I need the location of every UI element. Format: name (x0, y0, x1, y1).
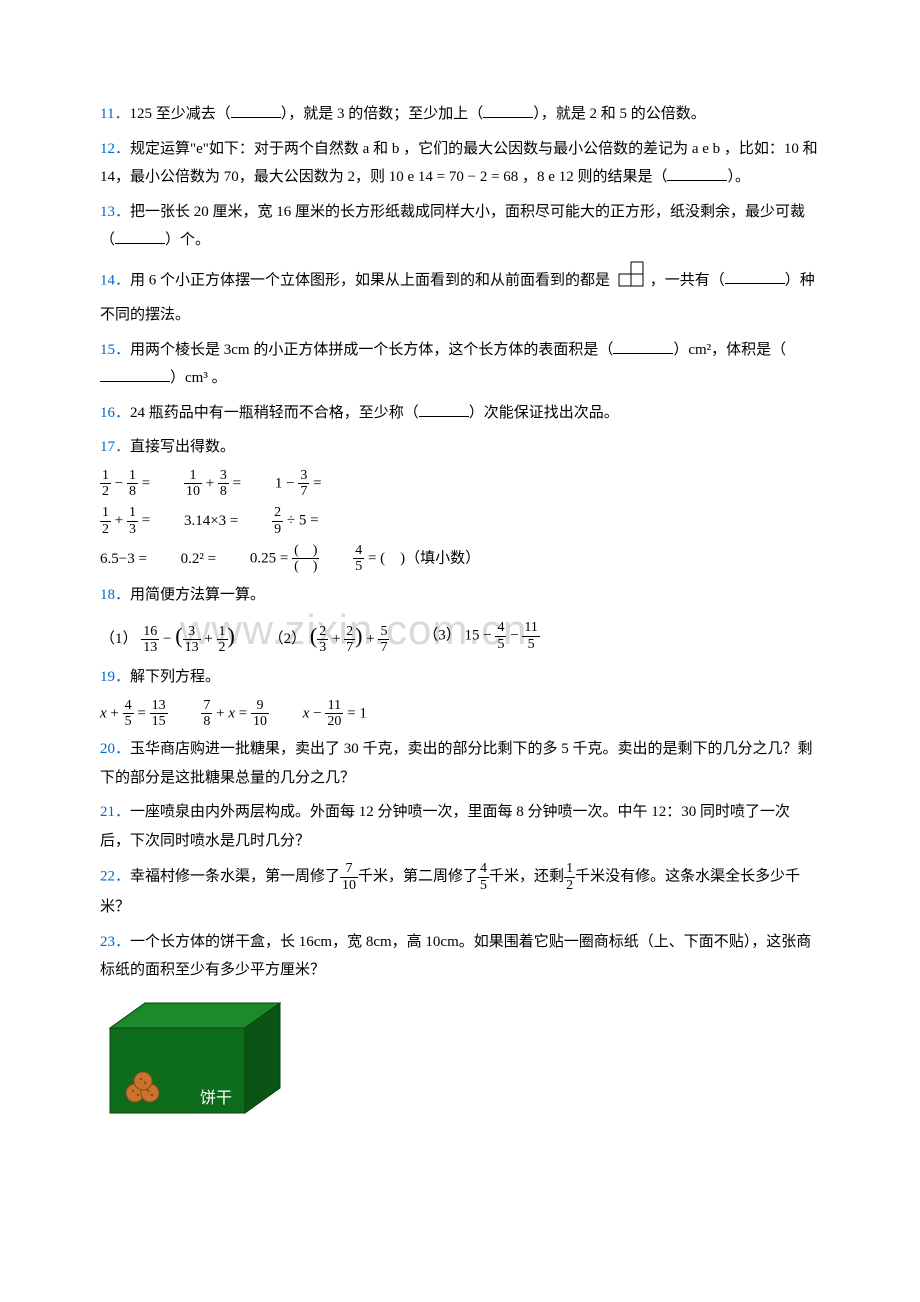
q12: 12．规定运算"e"如下：对于两个自然数 a 和 b ，它们的最大公因数与最小公… (100, 135, 820, 192)
blank (613, 337, 673, 354)
q20: 20．玉华商店购进一批糖果，卖出了 30 千克，卖出的部分比剩下的多 5 千克。… (100, 735, 820, 792)
q12-t2: ）。 (727, 169, 750, 185)
blank (483, 102, 533, 119)
q15-t2: ）cm²，体积是（ (673, 342, 786, 358)
q16-t2: ）次能保证找出次品。 (469, 405, 619, 421)
content: 11．125 至少减去（ ），就是 3 的倍数；至少加上（ ），就是 2 和 5 的… (100, 100, 820, 1133)
blank (725, 268, 785, 285)
q22-t2: 千米，第二周修了 (358, 869, 478, 885)
q17-row3: 6.5−3 = 0.2² = 0.25 = ( )( ) 45 = ( )（填小… (100, 543, 820, 575)
q16-t1: 24 瓶药品中有一瓶稍轻而不合格，至少称（ (130, 405, 419, 421)
q15: 15．用两个棱长是 3cm 的小正方体拼成一个长方体，这个长方体的表面积是（ ）c… (100, 336, 820, 393)
q19-row: x + 45 = 1315 78 + x = 910 x − 1120 = 1 (100, 698, 820, 730)
q15-t3: ）cm³ 。 (170, 370, 227, 386)
biscuit-box-icon: 饼干 (100, 993, 820, 1134)
blank (419, 400, 469, 417)
q14-t2: ，一共有（ (650, 272, 725, 288)
q22-num: 22． (100, 869, 130, 885)
q14-t1: 用 6 个小正方体摆一个立体图形，如果从上面看到的和从前面看到的都是 (130, 272, 610, 288)
q18: 18．用简便方法算一算。 （1） 1613 − (313 + 12) （2） (… (100, 581, 820, 657)
q13-num: 13． (100, 204, 130, 220)
blank (100, 366, 170, 383)
q19: 19．解下列方程。 x + 45 = 1315 78 + x = 910 x −… (100, 663, 820, 729)
blank (667, 165, 727, 182)
q13-t2: ）个。 (165, 232, 210, 248)
q18-num: 18． (100, 587, 130, 603)
q15-num: 15． (100, 342, 130, 358)
blank (231, 102, 281, 119)
q11: 11．125 至少减去（ ），就是 3 的倍数；至少加上（ ），就是 2 和 5 的… (100, 100, 820, 129)
q16: 16．24 瓶药品中有一瓶稍轻而不合格，至少称（ ）次能保证找出次品。 (100, 399, 820, 428)
q17: 17．直接写出得数。 12 − 18 = 110 + 38 = 1 − 37 =… (100, 433, 820, 575)
q11-t3: ），就是 2 和 5 的公倍数。 (533, 106, 706, 122)
q18-row: （1） 1613 − (313 + 12) （2） (23 + 27) + 57… (100, 615, 820, 657)
q22-t3: 千米，还剩 (489, 869, 564, 885)
q17-row1: 12 − 18 = 110 + 38 = 1 − 37 = (100, 468, 820, 500)
box-label: 饼干 (200, 1089, 232, 1107)
q17-num: 17． (100, 439, 130, 455)
q19-num: 19． (100, 669, 130, 685)
q23-num: 23． (100, 934, 130, 950)
q19-title: 解下列方程。 (130, 669, 220, 685)
q11-t1: 125 至少减去（ (129, 106, 230, 122)
l-shape-icon (618, 261, 646, 302)
q11-num: 11． (100, 106, 129, 122)
q21-t: 一座喷泉由内外两层构成。外面每 12 分钟喷一次，里面每 8 分钟喷一次。中午 … (100, 804, 790, 849)
blank (115, 228, 165, 245)
q22-t1: 幸福村修一条水渠，第一周修了 (130, 869, 340, 885)
q13: 13．把一张长 20 厘米，宽 16 厘米的长方形纸裁成同样大小，面积尽可能大的… (100, 198, 820, 255)
q17-row2: 12 + 13 = 3.14×3 = 29 ÷ 5 = (100, 505, 820, 537)
q23: 23．一个长方体的饼干盒，长 16cm，宽 8cm，高 10cm。如果围着它贴一… (100, 928, 820, 985)
q11-t2: ），就是 3 的倍数；至少加上（ (281, 106, 484, 122)
q15-t1: 用两个棱长是 3cm 的小正方体拼成一个长方体，这个长方体的表面积是（ (130, 342, 613, 358)
q21: 21．一座喷泉由内外两层构成。外面每 12 分钟喷一次，里面每 8 分钟喷一次。… (100, 798, 820, 855)
q20-t: 玉华商店购进一批糖果，卖出了 30 千克，卖出的部分比剩下的多 5 千克。卖出的… (100, 741, 813, 786)
q22: 22．幸福村修一条水渠，第一周修了710千米，第二周修了45千米，还剩12千米没… (100, 861, 820, 921)
q18-title: 用简便方法算一算。 (130, 587, 265, 603)
q17-title: 直接写出得数。 (130, 439, 235, 455)
q23-t: 一个长方体的饼干盒，长 16cm，宽 8cm，高 10cm。如果围着它贴一圈商标… (100, 934, 811, 979)
q14: 14．用 6 个小正方体摆一个立体图形，如果从上面看到的和从前面看到的都是 ，一… (100, 261, 820, 330)
q14-num: 14． (100, 272, 130, 288)
q16-num: 16． (100, 405, 130, 421)
q20-num: 20． (100, 741, 130, 757)
q12-num: 12． (100, 141, 130, 157)
q21-num: 21． (100, 804, 130, 820)
